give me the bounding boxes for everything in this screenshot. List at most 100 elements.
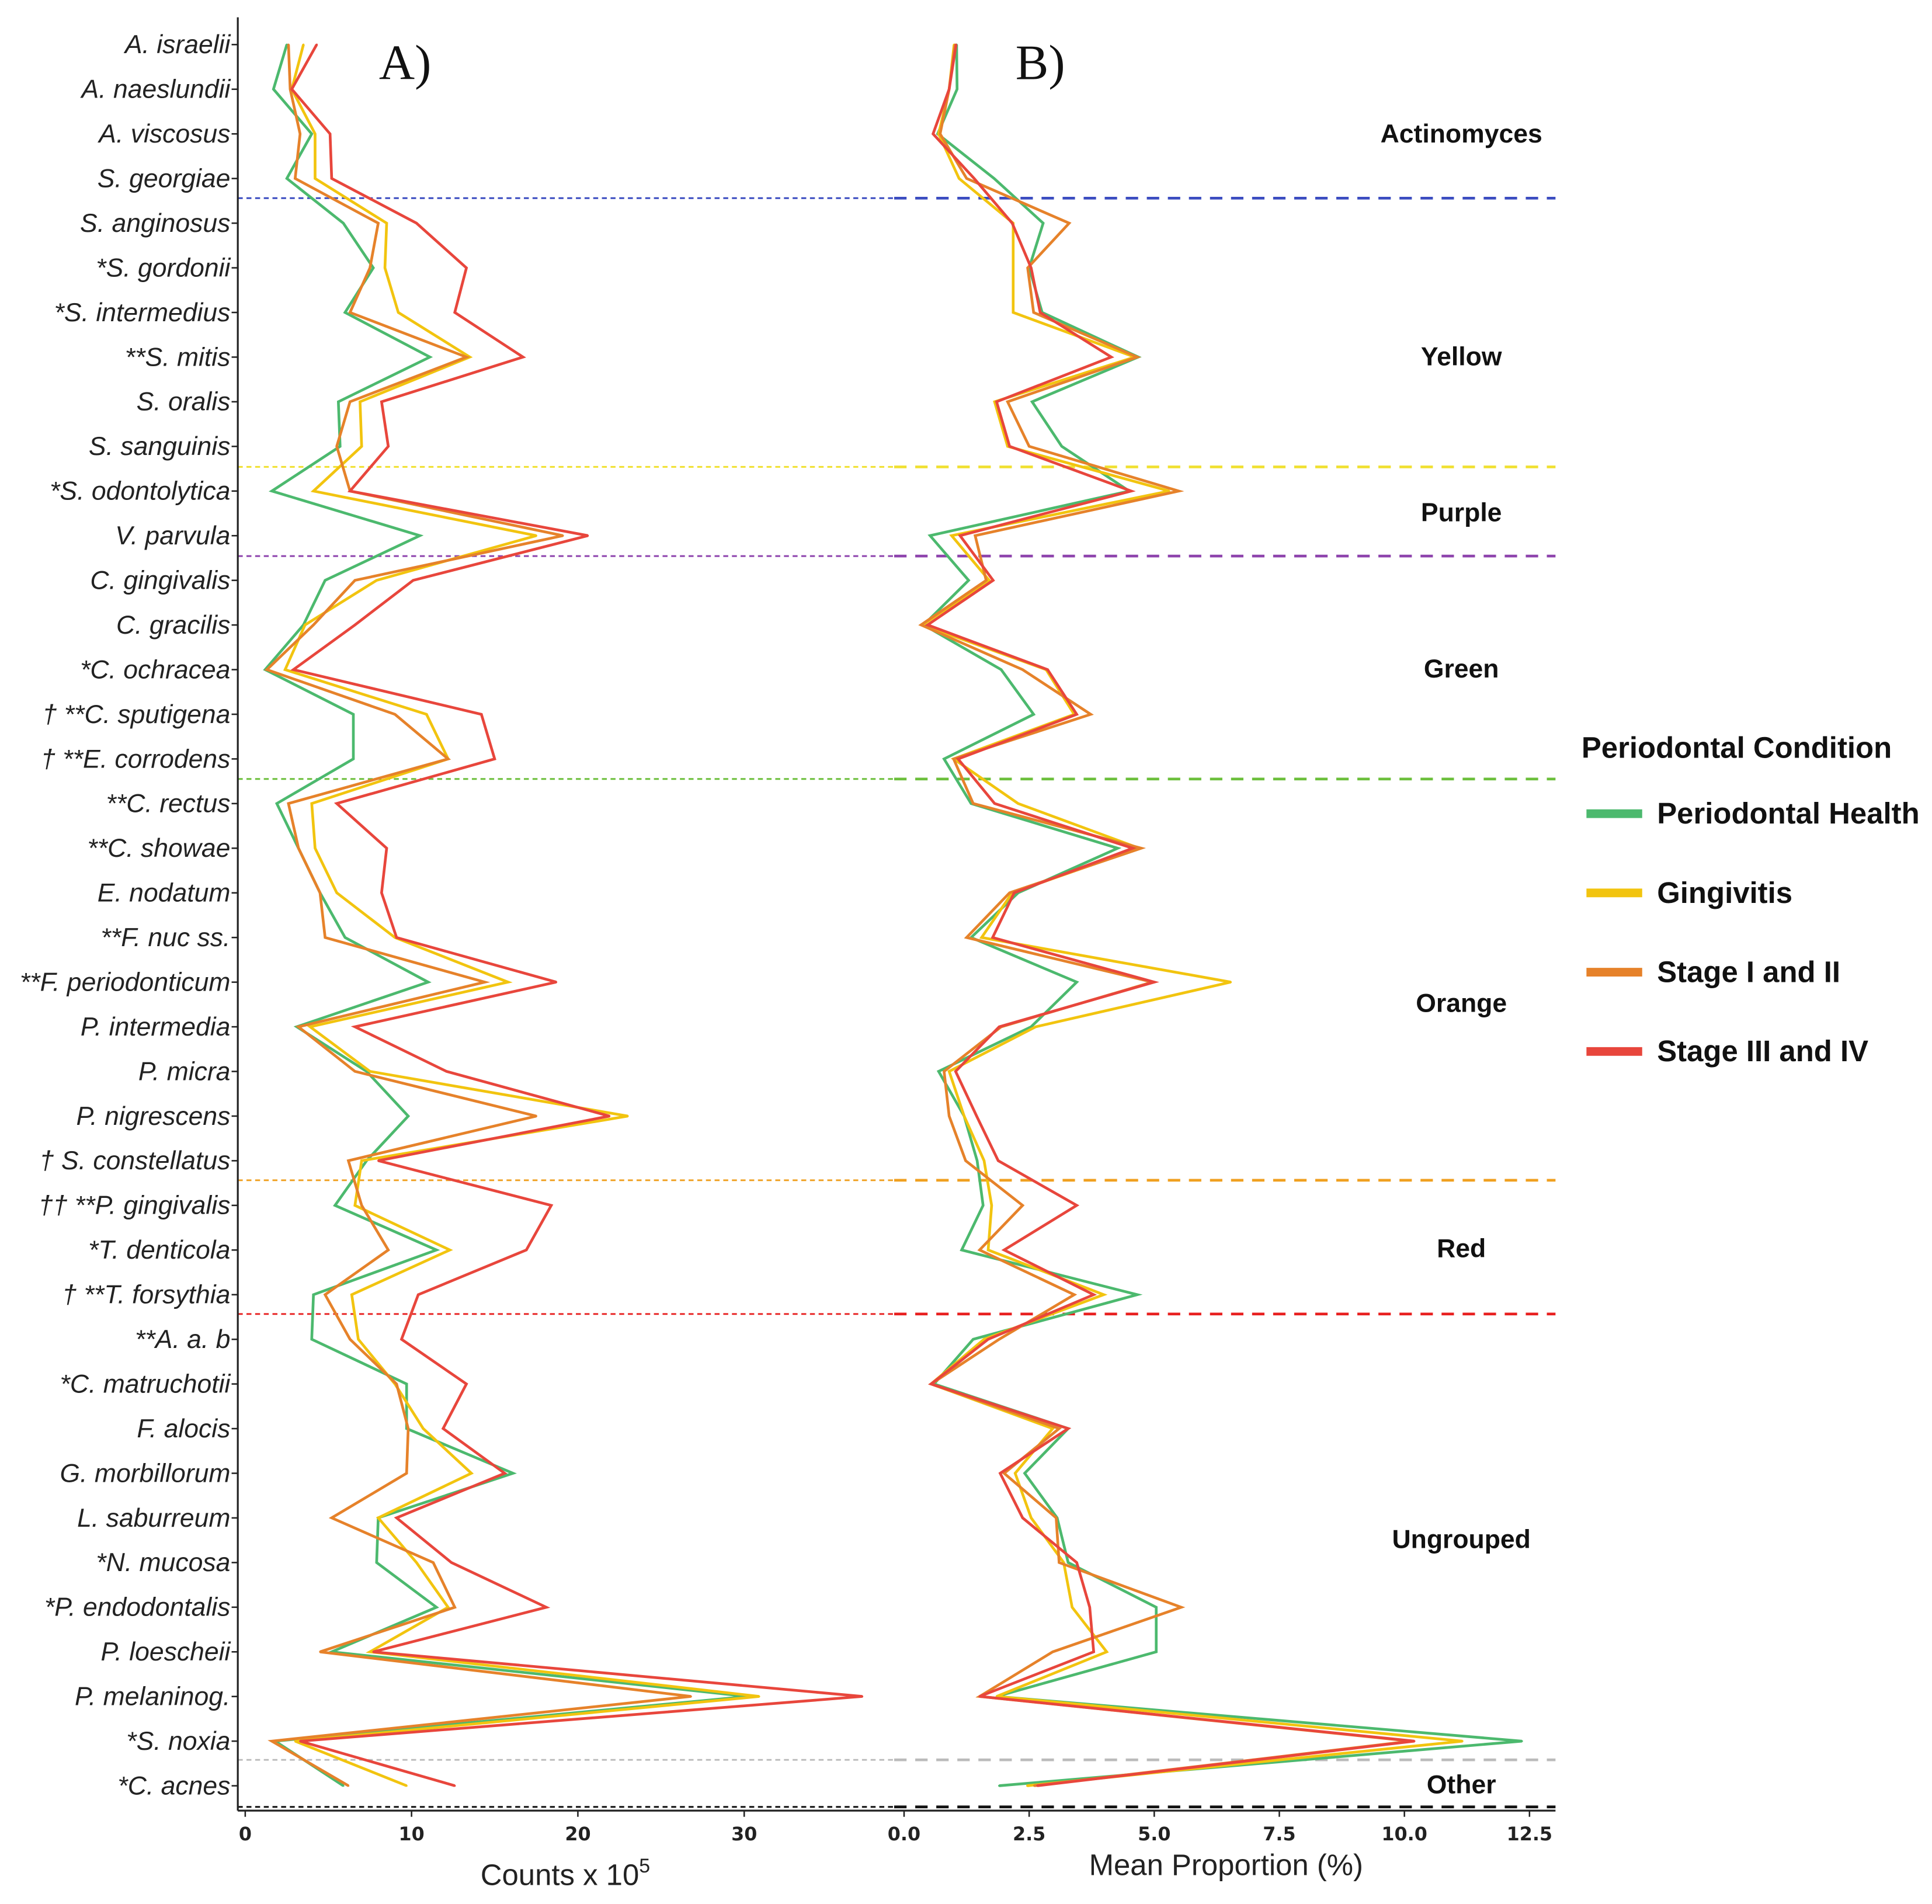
data-point xyxy=(284,668,286,671)
data-point xyxy=(319,892,321,894)
data-point xyxy=(349,1338,351,1340)
legend-item-label: Periodontal Health xyxy=(1657,797,1919,830)
data-point xyxy=(586,534,589,537)
data-point xyxy=(978,1695,981,1698)
data-point xyxy=(376,1561,378,1564)
y-tick-label: *S. intermedius xyxy=(54,298,231,327)
data-point xyxy=(394,713,396,715)
x-tick-label: 2.5 xyxy=(1013,1823,1045,1845)
data-point xyxy=(294,177,297,180)
data-point xyxy=(932,133,934,135)
data-point xyxy=(955,43,957,46)
data-point xyxy=(1051,1651,1054,1653)
data-point xyxy=(978,1249,981,1251)
y-tick-label: P. micra xyxy=(138,1057,230,1086)
data-point xyxy=(861,1695,864,1698)
data-point xyxy=(1058,1561,1061,1564)
data-point xyxy=(929,534,932,537)
data-point xyxy=(1075,713,1078,715)
x-tick-label: 7.5 xyxy=(1263,1823,1295,1845)
series-line-a-3 xyxy=(290,44,863,1787)
data-point xyxy=(387,1249,390,1251)
data-point xyxy=(972,802,974,805)
data-point xyxy=(627,1115,629,1117)
data-point xyxy=(1092,1651,1095,1653)
data-point xyxy=(1009,892,1011,894)
data-point xyxy=(976,1159,978,1162)
data-point xyxy=(329,133,331,135)
data-point xyxy=(1036,1784,1038,1787)
legend-title: Periodontal Condition xyxy=(1582,731,1892,765)
data-point xyxy=(357,1338,360,1340)
data-point xyxy=(270,490,273,492)
data-point xyxy=(987,1338,989,1340)
data-point xyxy=(442,1427,444,1430)
x-axis-title-a-exponent: 5 xyxy=(639,1855,650,1877)
data-point xyxy=(535,1115,537,1117)
data-point xyxy=(1014,1472,1016,1475)
data-point xyxy=(422,1427,425,1430)
series-panel-a xyxy=(263,43,864,1787)
x-axis-title-a-text: Counts x 10 xyxy=(481,1858,640,1891)
data-point xyxy=(1521,1740,1523,1742)
data-point xyxy=(384,266,386,269)
data-point xyxy=(957,758,960,760)
data-point xyxy=(948,88,950,91)
data-point xyxy=(412,579,415,582)
data-point xyxy=(395,1382,398,1385)
data-point xyxy=(1033,1784,1036,1787)
data-point xyxy=(991,936,994,939)
data-point xyxy=(1017,802,1019,805)
data-point xyxy=(385,847,388,850)
data-point xyxy=(405,1784,408,1787)
data-point xyxy=(311,133,313,135)
data-point xyxy=(690,1695,692,1698)
data-point xyxy=(432,1561,435,1564)
group-label: Ungrouped xyxy=(1392,1526,1530,1554)
y-axis-labels: A. israelii A. naeslundii A. viscosus S. ge… xyxy=(20,30,238,1800)
data-point xyxy=(1155,1606,1158,1608)
data-point xyxy=(1021,668,1024,671)
data-point xyxy=(1031,401,1033,403)
data-point xyxy=(1180,1606,1183,1608)
data-point xyxy=(417,1294,419,1296)
data-point xyxy=(335,892,338,894)
data-point xyxy=(512,1472,515,1475)
data-point xyxy=(1131,847,1134,850)
data-point xyxy=(1061,445,1063,448)
data-point xyxy=(1075,981,1078,984)
data-point xyxy=(369,1070,371,1073)
data-point xyxy=(1413,1740,1416,1742)
data-point xyxy=(998,1026,1000,1028)
data-point xyxy=(344,311,346,314)
data-point xyxy=(1168,490,1170,492)
legend-item-label: Stage III and IV xyxy=(1657,1034,1868,1068)
data-point xyxy=(324,579,326,582)
data-point xyxy=(1103,1294,1105,1296)
series-line-b-3 xyxy=(925,44,1415,1787)
y-tick-label: A. israelii xyxy=(123,30,231,59)
series-line-b-0 xyxy=(921,44,1523,1787)
data-point xyxy=(302,43,305,46)
data-point xyxy=(314,177,317,180)
data-point xyxy=(1047,668,1049,671)
data-point xyxy=(998,1784,1000,1787)
data-point xyxy=(450,1561,453,1564)
y-tick-label: S. sanguinis xyxy=(89,432,231,461)
data-point xyxy=(1030,266,1033,269)
y-tick-label: *S. odontolytica xyxy=(50,477,230,506)
data-point xyxy=(993,177,995,180)
data-point xyxy=(998,1338,1000,1340)
data-point xyxy=(983,1159,985,1162)
data-point xyxy=(304,624,307,626)
data-point xyxy=(360,1204,363,1207)
data-point xyxy=(1000,668,1002,671)
data-point xyxy=(1067,1427,1069,1430)
data-point xyxy=(349,401,351,403)
data-point xyxy=(1461,1740,1464,1742)
y-tick-label: *S. gordonii xyxy=(96,253,231,282)
group-label: Actinomyces xyxy=(1381,120,1542,148)
data-point xyxy=(993,802,996,805)
data-point xyxy=(525,1249,527,1251)
data-point xyxy=(354,624,356,626)
